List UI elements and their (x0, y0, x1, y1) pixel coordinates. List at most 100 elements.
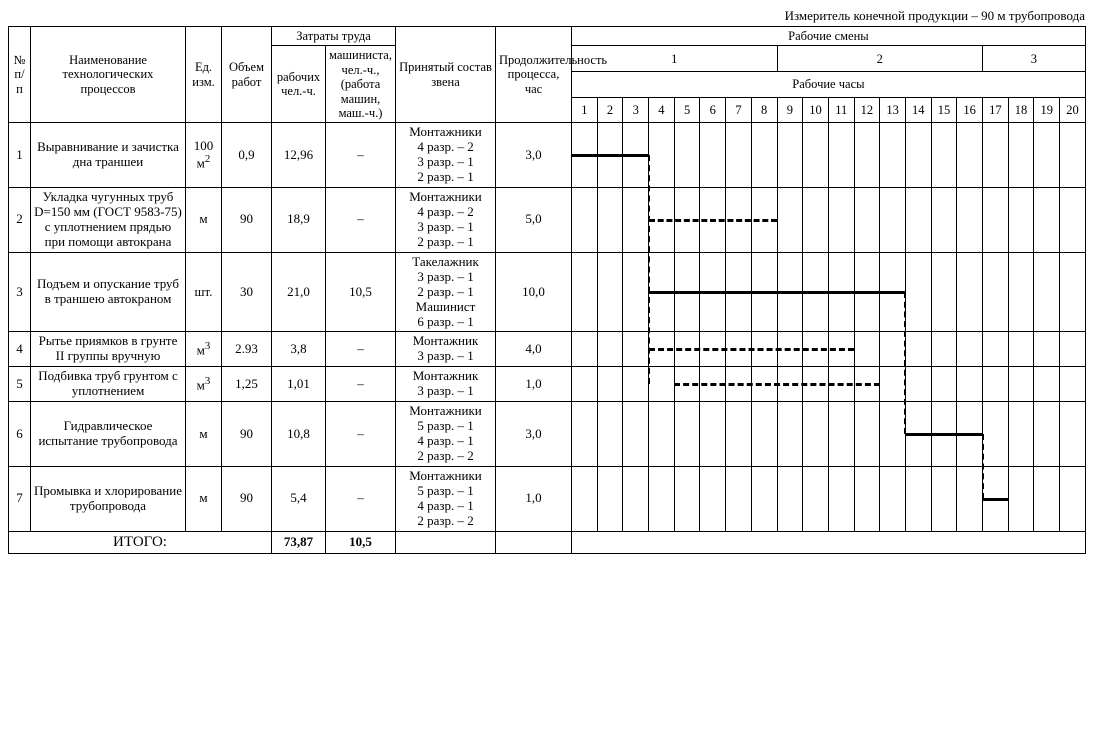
cell-name: Промывка и хлорирование трубопровода (31, 466, 186, 531)
hdr-labor2: машиниста, чел.-ч., (работа машин, маш.-… (326, 46, 396, 123)
hdr-hour-17: 17 (983, 97, 1009, 123)
cell-dur: 3,0 (496, 402, 572, 467)
top-note: Измеритель конечной продукции – 90 м тру… (8, 8, 1085, 24)
totals-row: ИТОГО: 73,87 10,5 (9, 531, 1086, 553)
hdr-hour-18: 18 (1008, 97, 1034, 123)
gantt-cell (931, 332, 957, 367)
cell-lab2: – (326, 402, 396, 467)
gantt-cell (674, 466, 700, 531)
cell-num: 1 (9, 123, 31, 188)
hdr-dur: Продолжительность процесса, час (496, 27, 572, 123)
cell-num: 4 (9, 332, 31, 367)
cell-name: Гидравлическое испытание трубопровода (31, 402, 186, 467)
table-row: 5Подбивка труб грунтом с уплотнениемм31,… (9, 367, 1086, 402)
cell-name: Выравнивание и зачистка дна траншеи (31, 123, 186, 188)
cell-crew: Монтажники5 разр. – 14 разр. – 12 разр. … (396, 402, 496, 467)
hdr-hour-2: 2 (597, 97, 623, 123)
gantt-cell (726, 466, 752, 531)
hdr-shifts: Рабочие смены (572, 27, 1086, 46)
gantt-cell (1034, 466, 1060, 531)
gantt-cell (726, 402, 752, 467)
hdr-shift-3: 3 (983, 46, 1086, 72)
gantt-cell (751, 367, 777, 402)
gantt-cell (957, 252, 983, 332)
hdr-num: № п/п (9, 27, 31, 123)
hdr-hour-7: 7 (726, 97, 752, 123)
gantt-cell (983, 188, 1009, 253)
totals-lab1: 73,87 (272, 531, 326, 553)
gantt-cell (1060, 332, 1086, 367)
cell-lab1: 18,9 (272, 188, 326, 253)
gantt-cell (649, 188, 675, 253)
gantt-cell (623, 332, 649, 367)
gantt-cell (803, 252, 829, 332)
cell-lab1: 1,01 (272, 367, 326, 402)
gantt-cell (751, 123, 777, 188)
totals-lab2: 10,5 (326, 531, 396, 553)
cell-lab2: – (326, 123, 396, 188)
cell-lab1: 3,8 (272, 332, 326, 367)
table-row: 4Рытье приямков в грунте II группы вручн… (9, 332, 1086, 367)
cell-num: 5 (9, 367, 31, 402)
gantt-cell (700, 332, 726, 367)
cell-num: 6 (9, 402, 31, 467)
gantt-cell (777, 188, 803, 253)
gantt-cell (880, 252, 906, 332)
gantt-cell (854, 123, 880, 188)
gantt-cell (905, 367, 931, 402)
cell-crew: Монтажник3 разр. – 1 (396, 367, 496, 402)
gantt-cell (674, 123, 700, 188)
gantt-cell (931, 123, 957, 188)
gantt-cell (572, 123, 598, 188)
gantt-cell (1008, 466, 1034, 531)
gantt-cell (1034, 123, 1060, 188)
gantt-cell (572, 332, 598, 367)
cell-vol: 2.93 (222, 332, 272, 367)
cell-unit: м (186, 466, 222, 531)
gantt-cell (905, 402, 931, 467)
cell-crew: Монтажник3 разр. – 1 (396, 332, 496, 367)
gantt-cell (983, 402, 1009, 467)
gantt-cell (649, 367, 675, 402)
cell-vol: 0,9 (222, 123, 272, 188)
hdr-vol: Объем работ (222, 27, 272, 123)
gantt-cell (777, 252, 803, 332)
gantt-cell (905, 123, 931, 188)
hdr-hour-1: 1 (572, 97, 598, 123)
gantt-cell (1060, 466, 1086, 531)
gantt-cell (572, 466, 598, 531)
gantt-cell (1034, 188, 1060, 253)
gantt-cell (1034, 252, 1060, 332)
gantt-cell (854, 367, 880, 402)
cell-vol: 90 (222, 188, 272, 253)
gantt-cell (700, 402, 726, 467)
gantt-cell (931, 188, 957, 253)
gantt-cell (597, 466, 623, 531)
totals-dur (496, 531, 572, 553)
gantt-cell (726, 367, 752, 402)
gantt-cell (649, 123, 675, 188)
cell-lab2: – (326, 188, 396, 253)
gantt-cell (803, 367, 829, 402)
gantt-cell (1008, 402, 1034, 467)
gantt-cell (1060, 402, 1086, 467)
cell-crew: Монтажники4 разр. – 23 разр. – 12 разр. … (396, 188, 496, 253)
cell-lab2: – (326, 367, 396, 402)
gantt-cell (880, 123, 906, 188)
hdr-name: Наименование технологических процессов (31, 27, 186, 123)
totals-label: ИТОГО: (9, 531, 272, 553)
gantt-cell (957, 466, 983, 531)
gantt-cell (828, 123, 854, 188)
gantt-cell (700, 367, 726, 402)
gantt-cell (674, 367, 700, 402)
gantt-cell (905, 252, 931, 332)
cell-lab1: 10,8 (272, 402, 326, 467)
gantt-cell (1008, 367, 1034, 402)
gantt-cell (649, 466, 675, 531)
gantt-cell (1060, 123, 1086, 188)
hdr-hour-11: 11 (828, 97, 854, 123)
cell-dur: 5,0 (496, 188, 572, 253)
gantt-cell (623, 367, 649, 402)
hdr-hour-8: 8 (751, 97, 777, 123)
hdr-hour-14: 14 (905, 97, 931, 123)
